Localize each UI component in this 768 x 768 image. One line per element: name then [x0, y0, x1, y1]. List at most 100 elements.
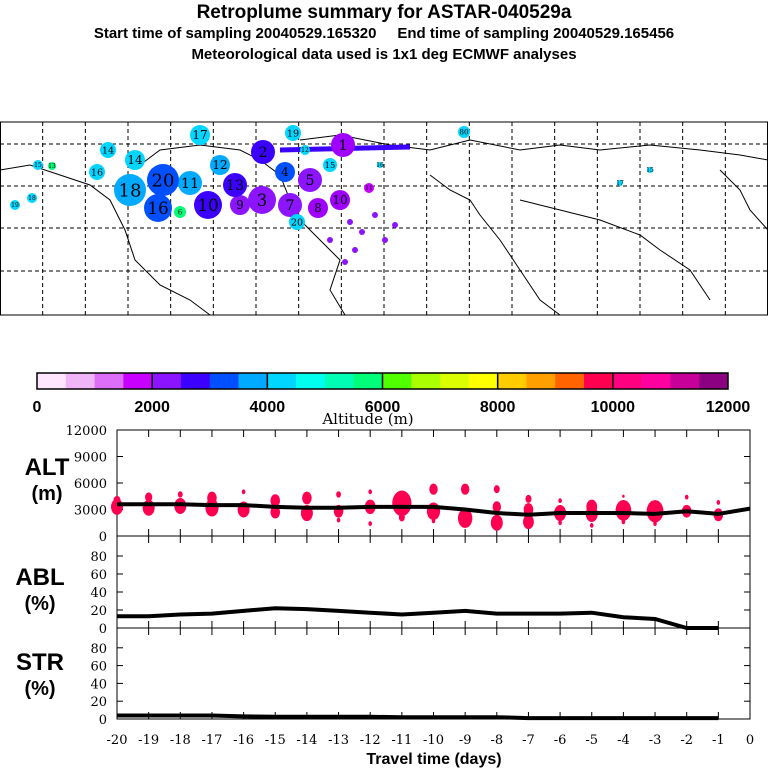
colorbar-segment — [440, 373, 470, 389]
x-tick-label: -2 — [680, 733, 693, 748]
plume-marker-label: 7 — [285, 198, 294, 214]
x-tick-label: -19 — [138, 733, 159, 748]
altitude-cluster — [653, 521, 657, 527]
x-tick-label: -18 — [170, 733, 191, 748]
x-tick-label: -4 — [617, 733, 630, 748]
series-line-alt — [117, 502, 751, 517]
colorbar-segment — [612, 373, 642, 389]
x-tick-label: -1 — [712, 733, 725, 748]
plume-marker — [190, 125, 210, 145]
colorbar-segment — [152, 373, 182, 389]
panel-ylabel: (%) — [24, 593, 55, 615]
y-tick-label: 3000 — [74, 504, 107, 519]
colorbar-tick-label: 8000 — [480, 399, 516, 416]
plume-marker-label: 4 — [281, 165, 289, 179]
y-tick-label: 60 — [90, 568, 107, 583]
colorbar-segment — [209, 373, 239, 389]
plume-marker-label: 16 — [147, 198, 168, 218]
plume-marker-label: 13 — [226, 178, 244, 194]
plume-marker-small — [359, 229, 365, 235]
altitude-cluster — [270, 494, 281, 508]
plume-marker — [114, 174, 146, 206]
plume-marker-label: 18 — [28, 195, 36, 202]
plume-marker — [248, 186, 276, 214]
plume-marker — [178, 171, 202, 195]
x-tick-label: -16 — [233, 733, 254, 748]
plume-marker-label: 14 — [102, 145, 114, 156]
coastline — [0, 164, 211, 316]
plume-marker-label: 10 — [197, 195, 218, 215]
colorbar-segment — [699, 373, 729, 389]
plume-marker-small — [392, 222, 398, 228]
plume-marker — [89, 164, 105, 180]
plume-marker-label: 18 — [119, 180, 142, 201]
plume-marker — [323, 158, 337, 172]
plume-marker — [458, 126, 470, 138]
y-tick-label: 6000 — [74, 477, 107, 492]
plume-marker-label: 17 — [616, 180, 624, 187]
panel-ylabel: STR — [16, 649, 64, 676]
altitude-cluster — [392, 490, 412, 517]
altitude-cluster — [525, 494, 532, 503]
altitude-cluster — [336, 491, 341, 498]
altitude-cluster — [622, 494, 625, 498]
colorbar-segment — [37, 373, 67, 389]
plume-marker — [125, 150, 145, 170]
altitude-cluster — [684, 494, 689, 500]
altitude-cluster — [398, 513, 405, 522]
plume-marker — [289, 214, 305, 230]
plume-marker — [174, 206, 186, 218]
plume-marker — [223, 173, 247, 197]
colorbar-segment — [382, 373, 412, 389]
colorbar-segment — [670, 373, 700, 389]
series-line-str — [117, 713, 719, 721]
plume-marker — [251, 140, 275, 164]
colorbar-segment — [267, 373, 297, 389]
altitude-cluster — [336, 517, 341, 523]
colorbar-segment — [296, 373, 326, 389]
colorbar-segment — [468, 373, 498, 389]
y-tick-label: 0 — [99, 530, 107, 545]
panel-ylabel: ABL — [15, 564, 64, 591]
altitude-cluster — [558, 498, 562, 504]
plume-marker-label: 6 — [178, 208, 183, 217]
sampling-times: Start time of sampling 20040529.165320 E… — [93, 25, 675, 42]
altitude-cluster — [429, 483, 438, 495]
y-tick-label: 80 — [90, 550, 107, 565]
plume-marker — [144, 194, 172, 222]
plume-marker-label: 9 — [236, 198, 244, 212]
altitude-cluster — [368, 489, 373, 495]
plume-marker-small — [327, 237, 333, 243]
altitude-cluster — [589, 523, 594, 528]
colorbar-tick-label: 12000 — [706, 399, 751, 416]
altitude-cluster — [716, 500, 721, 505]
plume-marker — [364, 183, 374, 193]
plume-marker — [300, 145, 310, 155]
x-axis-label: Travel time (days) — [366, 751, 501, 768]
altitude-cluster — [457, 508, 473, 528]
altitude-cluster — [492, 501, 501, 513]
altitude-cluster — [460, 483, 470, 495]
x-tick-label: 0 — [746, 733, 754, 748]
altitude-cluster — [586, 499, 598, 515]
plume-marker-label: 8 — [314, 201, 322, 215]
plume-marker-label: 15 — [646, 167, 654, 174]
colorbar-tick-label: 0 — [33, 399, 42, 416]
panel-ylabel: (%) — [24, 678, 55, 700]
coastline — [429, 174, 561, 316]
x-tick-label: -11 — [391, 733, 412, 748]
altitude-cluster — [493, 485, 500, 494]
time-series-panels: 030006000900012000ALT(m)020406080ABL(%)0… — [15, 424, 754, 748]
colorbar-segment — [94, 373, 124, 389]
colorbar-tick-label: 2000 — [134, 399, 170, 416]
plume-marker — [617, 180, 623, 186]
colorbar-segment — [584, 373, 614, 389]
y-tick-label: 0 — [99, 713, 107, 728]
plume-marker — [33, 160, 43, 170]
colorbar-segment — [180, 373, 211, 389]
altitude-cluster — [621, 519, 626, 525]
y-tick-label: 80 — [90, 642, 107, 657]
x-tick-label: -9 — [459, 733, 472, 748]
